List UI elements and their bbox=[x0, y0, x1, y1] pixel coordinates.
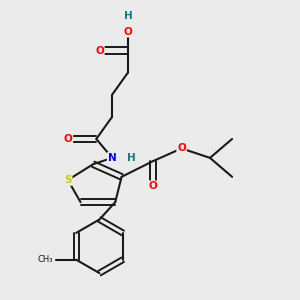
Text: O: O bbox=[177, 143, 186, 153]
Text: O: O bbox=[149, 181, 158, 191]
Text: O: O bbox=[95, 46, 104, 56]
Text: O: O bbox=[124, 27, 132, 37]
Text: N: N bbox=[108, 153, 116, 163]
Text: CH₃: CH₃ bbox=[37, 255, 52, 264]
Text: O: O bbox=[64, 134, 72, 144]
Text: S: S bbox=[64, 175, 72, 185]
Text: H: H bbox=[127, 153, 135, 163]
Text: H: H bbox=[124, 11, 132, 21]
